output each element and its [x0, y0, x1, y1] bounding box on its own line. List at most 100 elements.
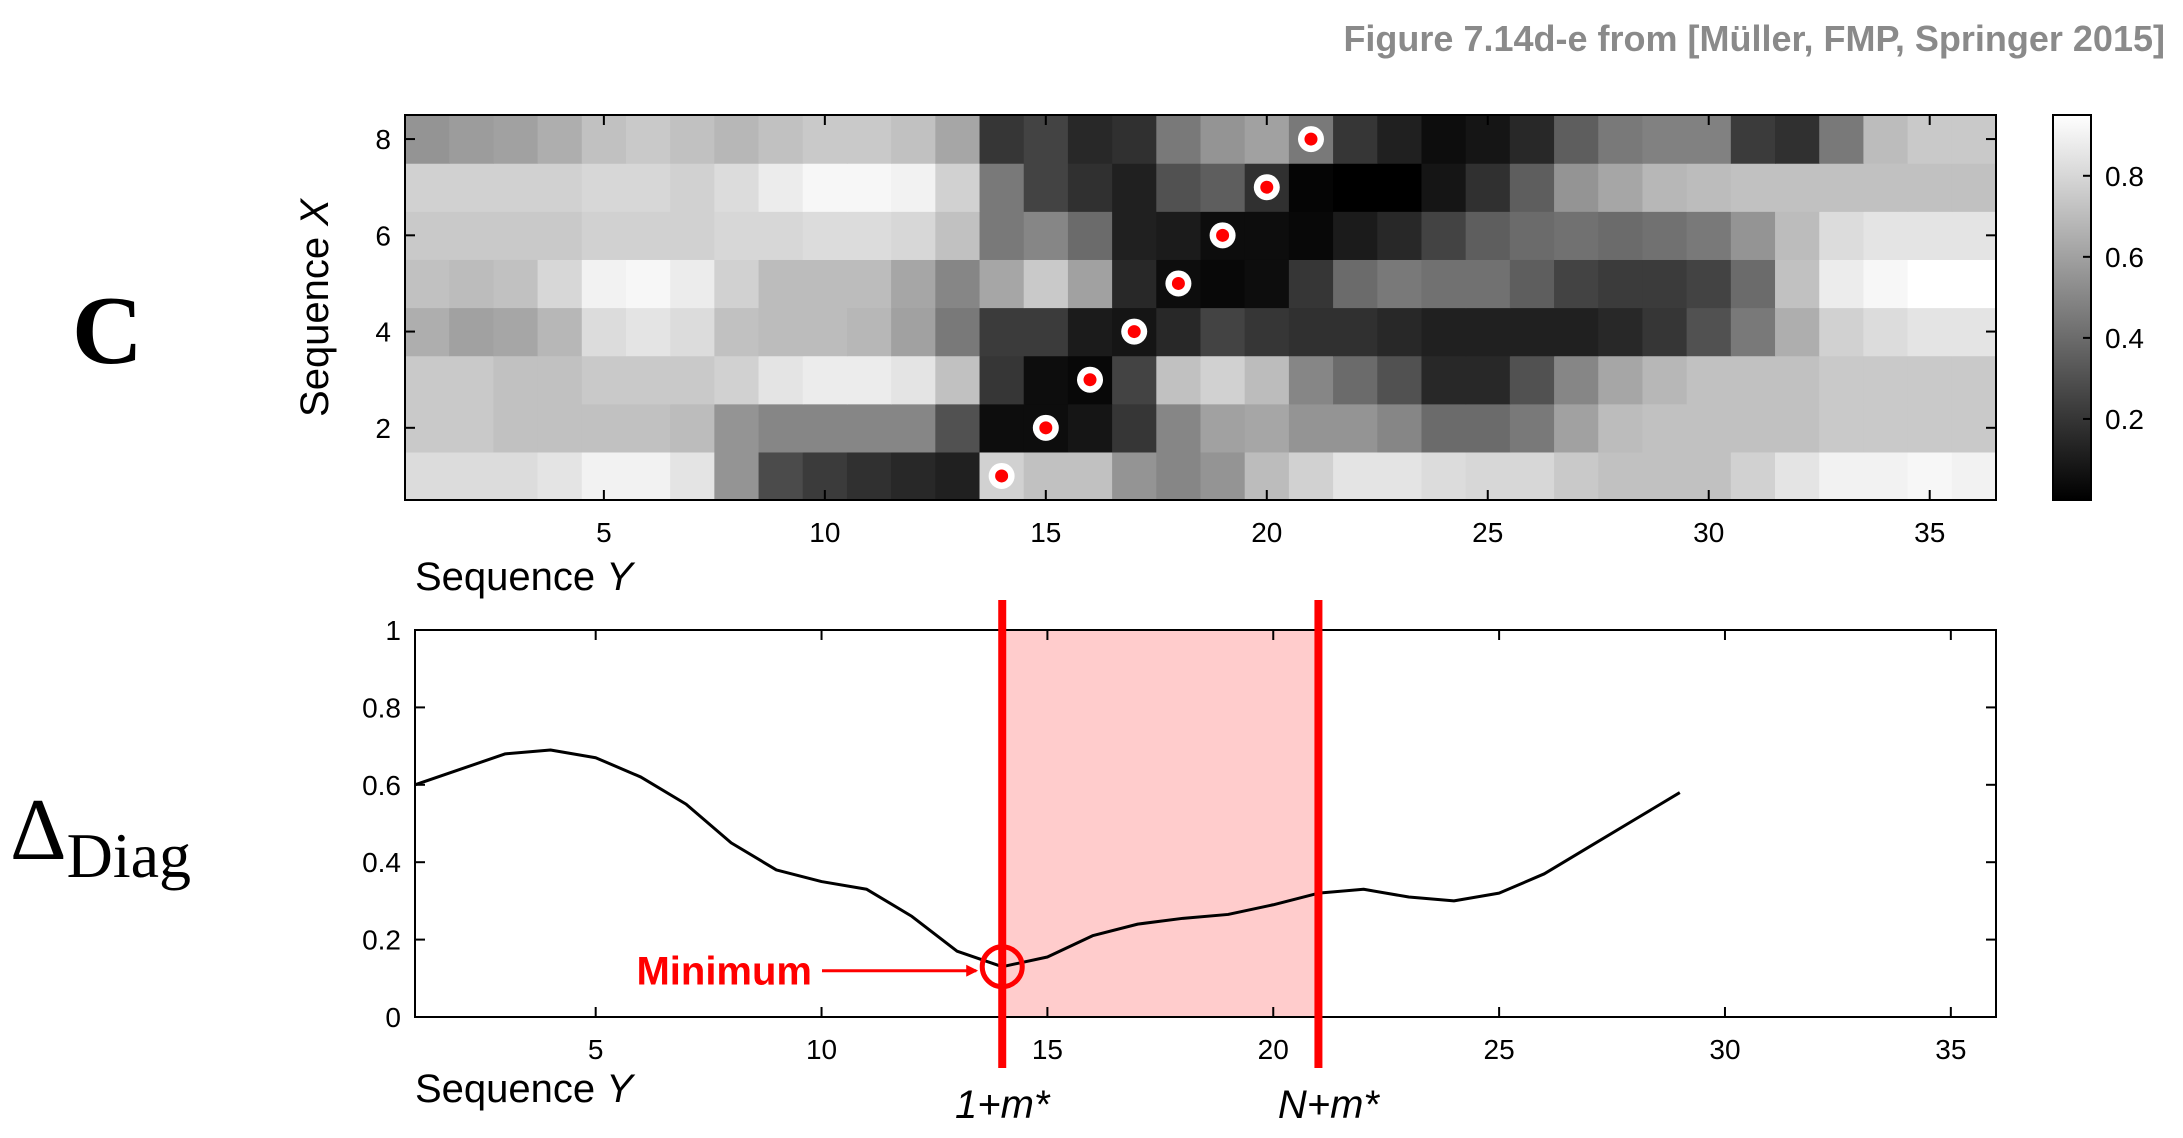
line-x-tick-label: 15: [1032, 1034, 1063, 1065]
heatmap-cell: [1775, 115, 1820, 164]
heatmap-cell: [1907, 307, 1953, 357]
heatmap-cell: [1730, 259, 1776, 309]
heatmap-cell: [1112, 115, 1157, 164]
heatmap-cell: [714, 451, 760, 501]
heatmap-cell: [1333, 307, 1378, 357]
heatmap-cell: [846, 355, 892, 405]
heatmap-cell: [449, 355, 494, 405]
heatmap-cell: [1023, 211, 1069, 260]
heatmap-cell: [979, 355, 1025, 405]
heatmap-cell: [1730, 163, 1776, 212]
heatmap-cell: [1775, 403, 1820, 453]
heatmap-cell: [581, 403, 627, 453]
heatmap-cell: [493, 403, 539, 453]
heatmap-cell: [1156, 307, 1202, 357]
heatmap-cell: [1819, 163, 1865, 212]
colorbar-tick-label: 0.2: [2105, 404, 2144, 435]
heatmap-cell: [625, 307, 671, 357]
heatmap-cell: [625, 403, 671, 453]
heatmap-cell: [1642, 403, 1688, 453]
heatmap-cell: [1200, 355, 1246, 405]
heatmap-cell: [1200, 115, 1246, 164]
heatmap-cell: [449, 115, 494, 164]
heatmap-cell: [1067, 259, 1113, 309]
heatmap-cell: [1907, 211, 1953, 260]
heatmap-cell: [1775, 355, 1820, 405]
heatmap-y-tick-label: 6: [375, 220, 391, 251]
heatmap-cell: [1200, 163, 1246, 212]
heatmap-cell: [625, 211, 671, 260]
heatmap-cell: [1951, 163, 1997, 212]
heatmap-cell: [625, 163, 671, 212]
heatmap-cell: [891, 307, 936, 357]
heatmap-cell: [1775, 451, 1820, 501]
heatmap-cell: [493, 163, 539, 212]
heatmap-cell: [979, 115, 1025, 164]
colorbar-tick-label: 0.8: [2105, 161, 2144, 192]
heatmap-cell: [537, 163, 583, 212]
heatmap-cell: [493, 355, 539, 405]
heatmap-cell: [1598, 115, 1644, 164]
heatmap-cell: [891, 451, 936, 501]
path-point: [1127, 325, 1141, 339]
heatmap-cell: [1244, 355, 1290, 405]
heatmap-cell: [758, 115, 804, 164]
line-x-label: Sequence Y: [415, 1067, 636, 1111]
heatmap-cell: [537, 307, 583, 357]
heatmap-cell: [1730, 355, 1776, 405]
heatmap-cell: [1642, 307, 1688, 357]
heatmap-x-tick-label: 15: [1030, 517, 1061, 548]
heatmap-cell: [1642, 259, 1688, 309]
heatmap-cell: [625, 451, 671, 501]
heatmap-cell: [846, 211, 892, 260]
heatmap-cell: [1067, 115, 1113, 164]
heatmap-cell: [1465, 355, 1511, 405]
heatmap-cell: [1730, 403, 1776, 453]
heatmap-cell: [1288, 307, 1334, 357]
heatmap-cell: [1642, 211, 1688, 260]
marker-label-star: *: [1363, 1083, 1380, 1127]
heatmap-cell: [1421, 115, 1467, 164]
heatmap-cell: [1819, 259, 1865, 309]
heatmap-cell: [891, 115, 936, 164]
heatmap-cell: [758, 451, 804, 501]
heatmap-cell: [1598, 451, 1644, 501]
heatmap-cell: [1598, 259, 1644, 309]
heatmap-cell: [1156, 163, 1202, 212]
delta-symbol: Δ: [10, 782, 67, 879]
heatmap-cell: [537, 211, 583, 260]
heatmap-cell: [1598, 163, 1644, 212]
heatmap-cell: [1112, 259, 1157, 309]
heatmap-cell: [1377, 115, 1423, 164]
heatmap-cell: [1598, 355, 1644, 405]
heatmap-cell: [1863, 211, 1909, 260]
heatmap-cell: [1554, 163, 1599, 212]
heatmap-cell: [405, 451, 450, 501]
heatmap-cell: [1156, 211, 1202, 260]
heatmap-cell: [714, 403, 760, 453]
heatmap-cell: [1554, 355, 1599, 405]
line-y-tick-label: 0: [385, 1002, 401, 1033]
heatmap-cell: [1067, 307, 1113, 357]
heatmap-x-tick-label: 10: [809, 517, 840, 548]
heatmap-cell: [1112, 451, 1157, 501]
path-point: [1039, 421, 1053, 435]
heatmap-cell: [1598, 403, 1644, 453]
heatmap-cell: [1333, 163, 1378, 212]
heatmap-cell: [1509, 163, 1555, 212]
heatmap-cell: [1465, 259, 1511, 309]
heatmap-cell: [1686, 163, 1732, 212]
heatmap-cell: [758, 355, 804, 405]
heatmap-cell: [1819, 451, 1865, 501]
heatmap-cell: [1377, 163, 1423, 212]
heatmap-cell: [891, 355, 936, 405]
heatmap-cell: [1642, 451, 1688, 501]
heatmap-cell: [714, 211, 760, 260]
heatmap-cell: [1023, 259, 1069, 309]
line-x-tick-label: 10: [806, 1034, 837, 1065]
heatmap-cell: [581, 259, 627, 309]
heatmap-x-label: Sequence Y: [415, 555, 636, 599]
heatmap-cell: [1686, 355, 1732, 405]
heatmap-cell: [1244, 403, 1290, 453]
